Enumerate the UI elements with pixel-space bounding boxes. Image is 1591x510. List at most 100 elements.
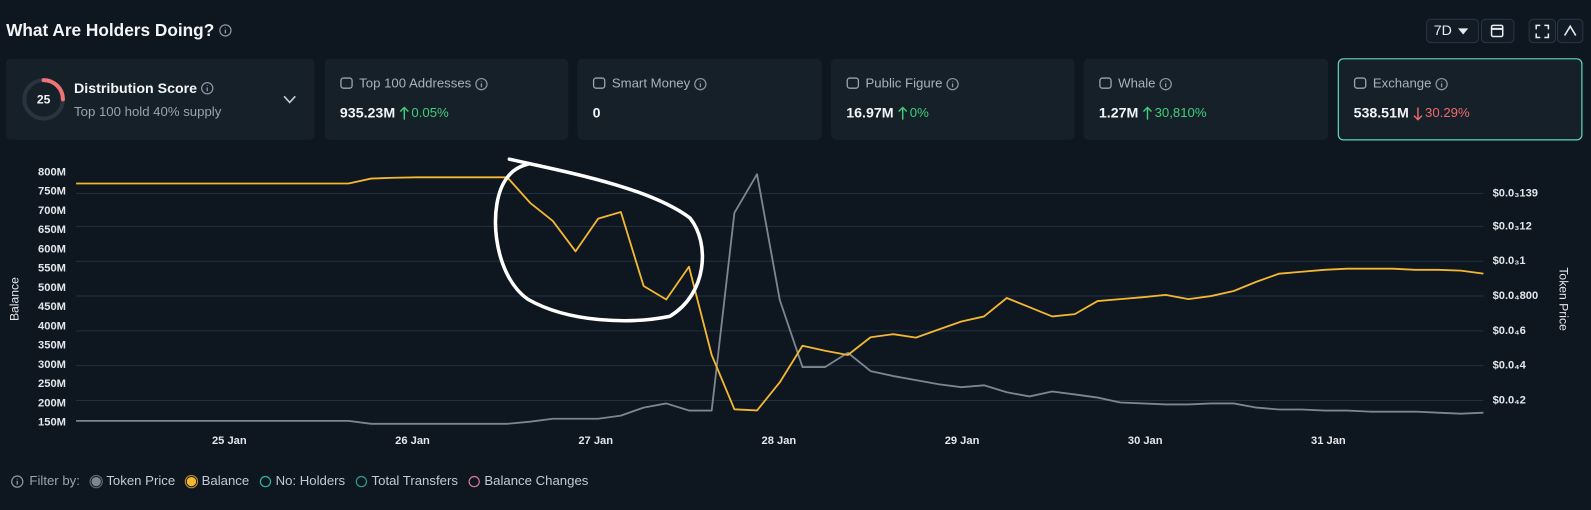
card-value: 16.97M	[846, 105, 893, 121]
card-value: 538.51M	[1354, 105, 1409, 121]
x-tick-label: 27 Jan	[578, 435, 613, 447]
y-tick-label: 700M	[38, 205, 66, 217]
card-icon	[1353, 77, 1367, 89]
card-icon	[846, 77, 860, 89]
card[interactable]	[324, 58, 569, 140]
filter-item[interactable]: No: Holders	[259, 473, 346, 488]
filter-dot[interactable]	[91, 476, 101, 487]
y-tick-label: 350M	[38, 340, 66, 352]
card-subtitle: Top 100 hold 40% supply	[74, 104, 222, 119]
info-icon[interactable]	[694, 77, 707, 91]
y-tick-label: 400M	[38, 320, 66, 332]
distribution-card[interactable]: 25 Distribution Score Top 100 hold 40% s…	[6, 58, 315, 140]
arrow-up	[1142, 106, 1153, 120]
info-icon[interactable]	[219, 24, 232, 37]
card[interactable]	[577, 58, 822, 140]
card-label: Whale	[1118, 76, 1155, 91]
card-label: Distribution Score	[74, 81, 197, 97]
info-icon[interactable]	[1435, 77, 1448, 91]
arrow-up	[399, 106, 409, 120]
card-label: Top 100 Addresses	[359, 76, 471, 91]
filter-dot[interactable]	[259, 475, 272, 488]
info-icon[interactable]	[201, 82, 214, 95]
filter-item[interactable]: Balance Changes	[468, 473, 589, 488]
card-label: Exchange	[1373, 76, 1432, 91]
info-icon[interactable]	[946, 77, 959, 91]
x-tick-label: 29 Jan	[945, 435, 980, 447]
timeframe-label: 7D	[1434, 23, 1452, 39]
info-icon[interactable]	[219, 24, 232, 37]
caret	[1458, 28, 1469, 35]
x-tick-label: 25 Jan	[212, 435, 247, 447]
y2-tick-label: $0.0₄6	[1493, 325, 1526, 337]
stat-card[interactable]: Whale 1.27M 30,810%	[1083, 58, 1329, 140]
arrow-up	[898, 106, 908, 120]
stat-card[interactable]: Top 100 Addresses 935.23M 0.05%	[324, 58, 569, 140]
title: What Are Holders Doing?	[6, 20, 214, 40]
y-tick-label: 250M	[38, 378, 66, 390]
card-change: 30.29%	[1425, 105, 1470, 120]
y-tick-label: 750M	[38, 186, 66, 198]
x-tick-label: 31 Jan	[1311, 435, 1346, 447]
series-line	[76, 176, 1484, 412]
score-value: 25	[37, 93, 51, 107]
collapse-icon	[1563, 24, 1577, 36]
timeframe-select[interactable]: 7D	[1426, 18, 1479, 44]
arrow-down	[1413, 107, 1423, 121]
filter-dot[interactable]	[468, 475, 480, 488]
calendar-button[interactable]	[1480, 18, 1515, 44]
expand-button[interactable]	[1528, 18, 1556, 44]
y2-axis-label: Token Price	[1556, 267, 1570, 331]
score-arc	[41, 78, 65, 102]
filter-name: Total Transfers	[372, 473, 459, 488]
card-label: Smart Money	[612, 76, 691, 91]
filter-name: Token Price	[106, 473, 175, 488]
stat-card[interactable]: Public Figure 16.97M 0%	[831, 58, 1075, 140]
stat-card[interactable]: Exchange 538.51M 30.29%	[1337, 58, 1583, 141]
y-tick-label: 200M	[38, 397, 66, 409]
filter-item[interactable]: Total Transfers	[355, 473, 459, 488]
calendar-icon	[1490, 24, 1504, 38]
y-tick-label: 450M	[38, 301, 66, 313]
filter-dot[interactable]	[355, 475, 368, 488]
info-icon[interactable]	[1159, 77, 1172, 91]
card-change: 0.05%	[411, 105, 449, 120]
card-icon	[1099, 77, 1112, 89]
timeframe-button[interactable]	[1426, 18, 1479, 44]
y-tick-label: 600M	[38, 243, 66, 255]
series-line	[76, 173, 1484, 425]
collapse-button[interactable]	[1557, 18, 1584, 44]
info-icon[interactable]	[475, 77, 488, 91]
y-tick-label: 500M	[38, 282, 66, 294]
card-icon	[340, 77, 353, 89]
chevron[interactable]	[283, 95, 296, 104]
hand-drawn-circle	[493, 157, 705, 323]
filter-item[interactable]: Token Price	[89, 473, 175, 489]
y-tick-label: 150M	[38, 417, 66, 429]
card-change: 0%	[910, 105, 929, 120]
card[interactable]	[1337, 58, 1583, 141]
collapse-frame[interactable]	[1557, 18, 1584, 44]
y-tick-label: 650M	[38, 224, 66, 236]
filter-item[interactable]: Balance	[184, 473, 250, 489]
filter-ring	[89, 474, 103, 489]
calendar-frame[interactable]	[1480, 18, 1515, 44]
card[interactable]	[6, 58, 315, 140]
y2-tick-label: $0.0₄2	[1493, 394, 1526, 406]
filter-bar: Filter by: Token Price Balance No: Holders T…	[11, 473, 589, 489]
filter-ring	[184, 474, 199, 489]
filter-name: Balance	[202, 473, 250, 488]
x-tick-label: 30 Jan	[1128, 435, 1163, 447]
card[interactable]	[1083, 58, 1329, 140]
filter-label: Filter by:	[29, 473, 80, 488]
stat-card[interactable]: Smart Money 0	[577, 58, 822, 140]
info-icon[interactable]	[11, 475, 24, 488]
card-value: 1.27M	[1099, 105, 1138, 121]
filter-dot[interactable]	[186, 476, 197, 487]
expand-frame[interactable]	[1528, 18, 1556, 44]
y2-tick-label: $0.0₃12	[1493, 220, 1532, 232]
card[interactable]	[831, 58, 1075, 140]
card-value: 0	[593, 105, 601, 121]
